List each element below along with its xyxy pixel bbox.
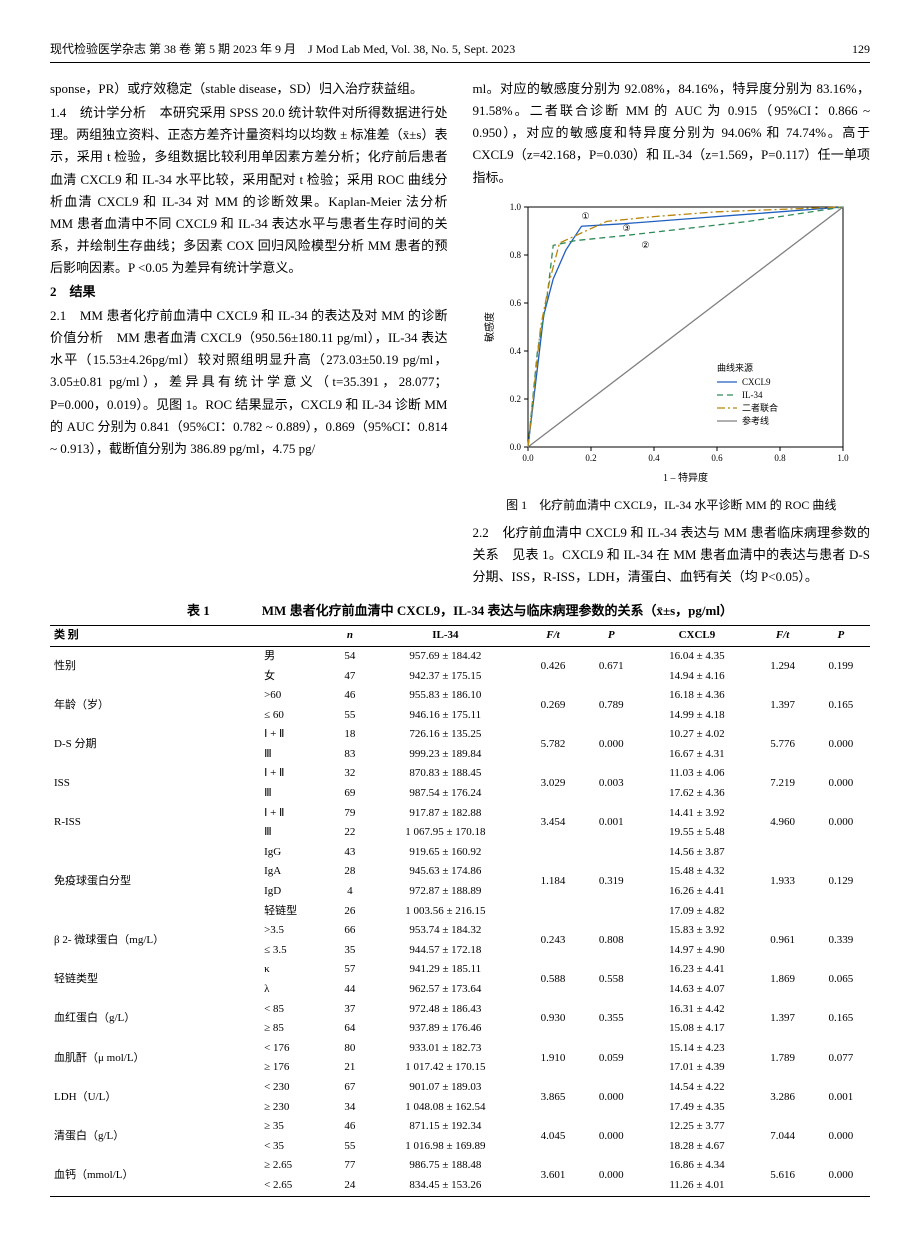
svg-text:1.0: 1.0 xyxy=(509,202,521,212)
journal-info-cn: 现代检验医学杂志 第 38 卷 第 5 期 2023 年 9 月 J Mod L… xyxy=(50,40,515,59)
svg-text:0.4: 0.4 xyxy=(648,453,660,463)
para-2-2: 2.2 化疗前血清中 CXCL9 和 IL-34 表达与 MM 患者临床病理参数… xyxy=(473,522,871,588)
para-stats-method: 1.4 统计学分析 本研究采用 SPSS 20.0 统计软件对所得数据进行处理。… xyxy=(50,102,448,279)
right-column: ml。对应的敏感度分别为 92.08%，84.16%，特异度分别为 83.16%… xyxy=(473,78,871,590)
svg-text:②: ② xyxy=(641,239,649,249)
figure-1: 0.00.0 0.2 0.2 0.4 0.4 0.6 0.6 0.8 0.8 1.0 1.0 1 – … xyxy=(473,197,871,515)
svg-text:0.0: 0.0 xyxy=(509,442,521,452)
svg-text:CXCL9: CXCL9 xyxy=(742,377,771,387)
svg-text:0.2: 0.2 xyxy=(509,394,520,404)
table-1: 类 别nIL-34F/tPCXCL9F/tP 性别男54957.69 ± 184… xyxy=(50,625,870,1196)
svg-text:1.0: 1.0 xyxy=(837,453,849,463)
para-pr-sd: sponse，PR）或疗效稳定（stable disease，SD）归入治疗获益… xyxy=(50,78,448,100)
roc-chart: 0.00.0 0.2 0.2 0.4 0.4 0.6 0.6 0.8 0.8 1.0 1.0 1 – … xyxy=(473,197,853,487)
svg-text:0.2: 0.2 xyxy=(585,453,596,463)
left-column: sponse，PR）或疗效稳定（stable disease，SD）归入治疗获益… xyxy=(50,78,448,590)
svg-text:参考线: 参考线 xyxy=(742,415,769,426)
svg-text:0.6: 0.6 xyxy=(509,298,521,308)
svg-text:0.6: 0.6 xyxy=(711,453,723,463)
svg-text:③: ③ xyxy=(622,223,630,233)
para-2-1: 2.1 MM 患者化疗前血清中 CXCL9 和 IL-34 的表达及对 MM 的… xyxy=(50,305,448,460)
page-number: 129 xyxy=(852,40,870,59)
para-roc-cont: ml。对应的敏感度分别为 92.08%，84.16%，特异度分别为 83.16%… xyxy=(473,78,871,188)
svg-text:0.0: 0.0 xyxy=(522,453,534,463)
svg-text:0.8: 0.8 xyxy=(774,453,786,463)
section-2-results: 2 结果 xyxy=(50,281,448,303)
svg-text:敏感度: 敏感度 xyxy=(483,312,496,342)
table-1-caption: 表 1 MM 患者化疗前血清中 CXCL9，IL-34 表达与临床病理参数的关系… xyxy=(50,601,870,622)
page-header: 现代检验医学杂志 第 38 卷 第 5 期 2023 年 9 月 J Mod L… xyxy=(50,40,870,63)
svg-text:0.4: 0.4 xyxy=(509,346,521,356)
figure-1-caption: 图 1 化疗前血清中 CXCL9，IL-34 水平诊断 MM 的 ROC 曲线 xyxy=(473,497,871,514)
svg-text:0.8: 0.8 xyxy=(509,250,521,260)
svg-text:1 – 特异度: 1 – 特异度 xyxy=(663,471,708,484)
svg-text:二者联合: 二者联合 xyxy=(742,402,778,413)
svg-text:曲线来源: 曲线来源 xyxy=(717,362,753,373)
svg-text:①: ① xyxy=(581,211,589,221)
svg-text:IL-34: IL-34 xyxy=(742,390,763,400)
body-columns: sponse，PR）或疗效稳定（stable disease，SD）归入治疗获益… xyxy=(50,78,870,590)
